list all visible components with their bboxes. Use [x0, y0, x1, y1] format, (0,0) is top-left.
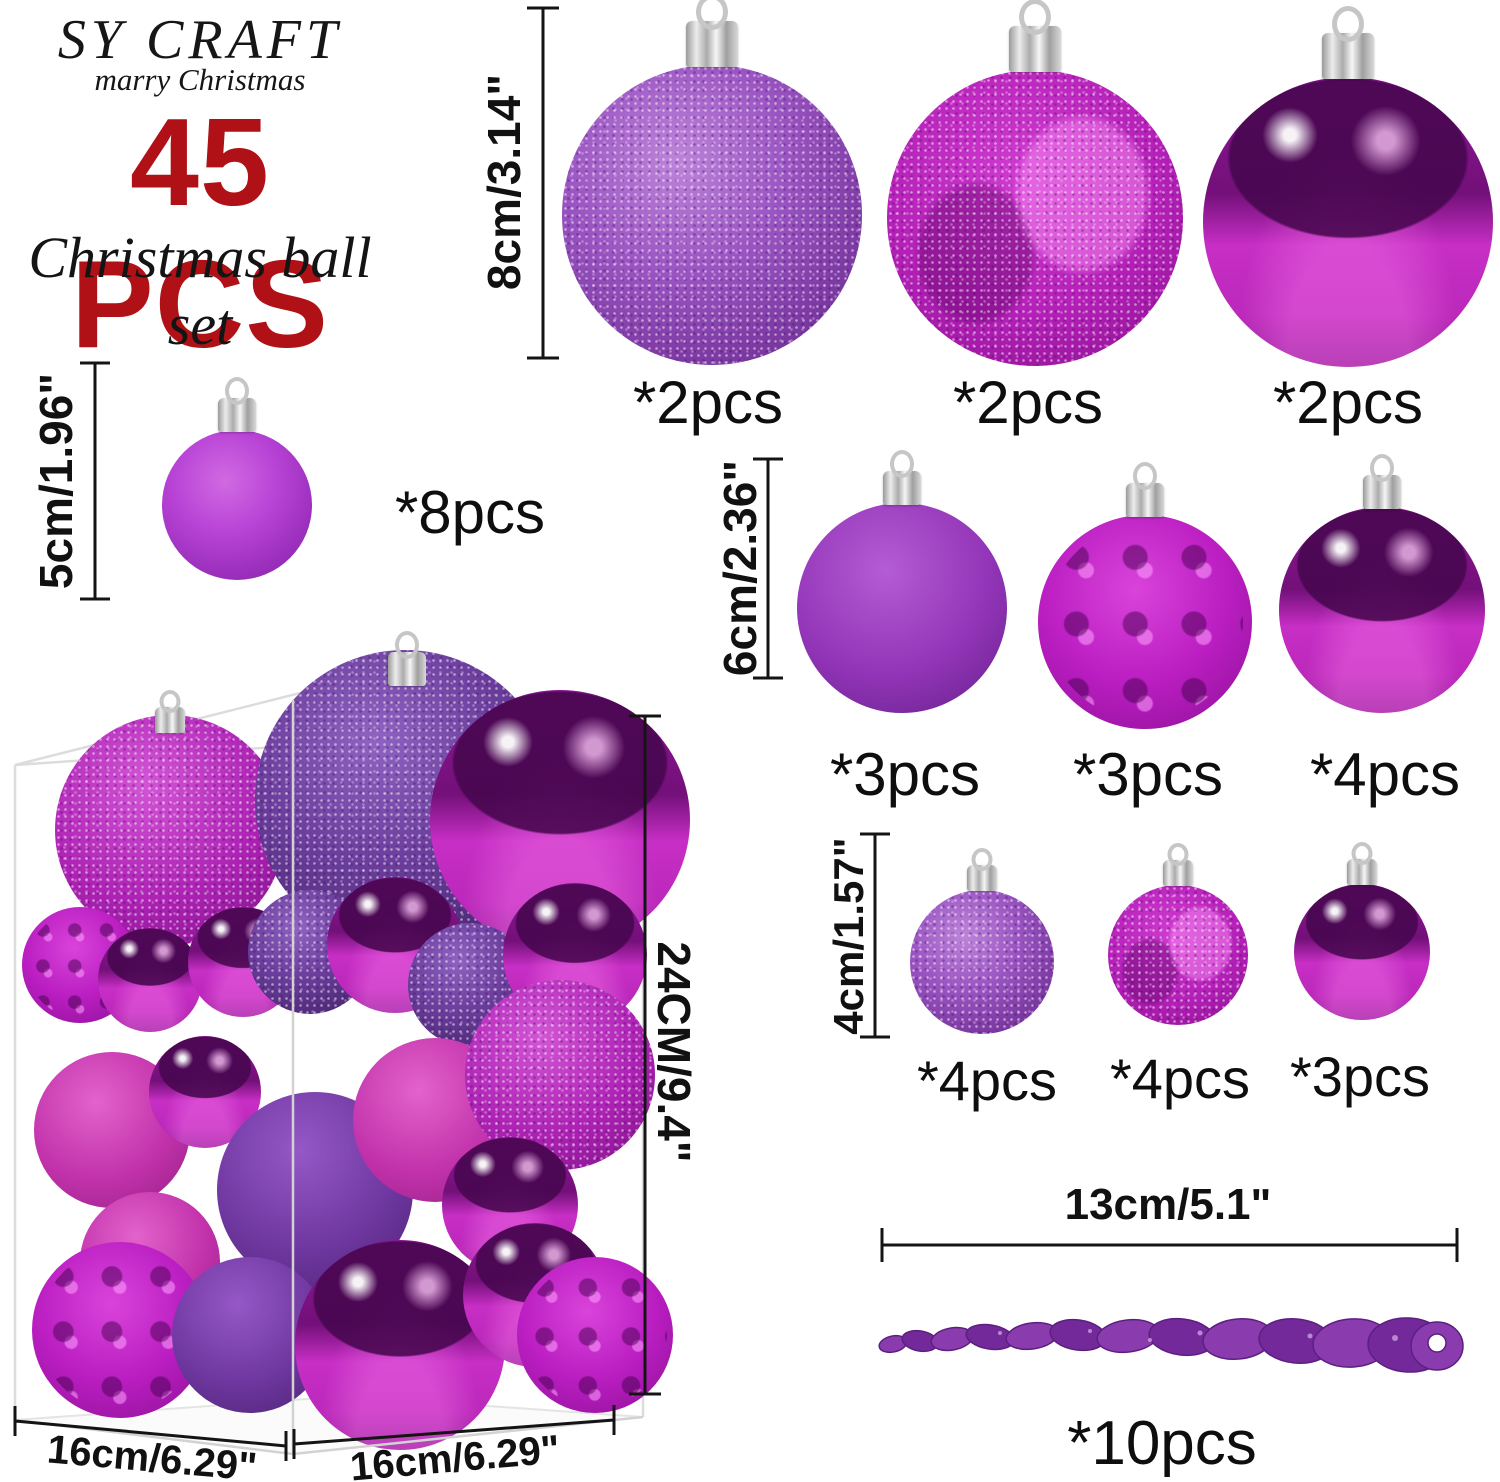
dimension-label-6cm: 6cm/2.36"	[714, 459, 766, 677]
box-ornament-ball	[517, 1257, 673, 1413]
qty-label: *3pcs	[1072, 741, 1224, 808]
ornament-cap	[967, 865, 997, 891]
ornament-cap	[883, 471, 921, 505]
ornament-cap	[1126, 483, 1164, 517]
ornament-cap	[686, 21, 738, 67]
ball-6cm-shiny	[1279, 475, 1485, 713]
ball-4cm-shiny	[1294, 859, 1430, 1020]
qty-label: *8pcs	[394, 479, 546, 546]
dimension-label-icicle-length: 13cm/5.1"	[1064, 1180, 1272, 1229]
qty-label: *4pcs	[1109, 1047, 1251, 1110]
ball-5cm-matte	[162, 398, 312, 580]
dimension-label-box-width-left: 16cm/6.29"	[45, 1427, 259, 1482]
box-ornament-ball	[98, 928, 202, 1032]
qty-label: *4pcs	[1309, 741, 1461, 808]
dimension-label-8cm: 8cm/3.14"	[478, 73, 530, 291]
dimension-label-4cm: 4cm/1.57"	[825, 837, 872, 1035]
ornament-cap	[1009, 26, 1061, 72]
qty-label: *2pcs	[952, 369, 1104, 436]
ball-4cm-glitter	[910, 865, 1054, 1034]
ornament-cap	[1363, 475, 1401, 509]
qty-label-icicle: *10pcs	[1067, 1409, 1257, 1478]
ornament-cap	[1322, 33, 1374, 79]
brand-tagline: marry Christmas	[94, 62, 306, 97]
qty-label: *4pcs	[916, 1049, 1058, 1112]
ornament-cap	[388, 652, 426, 686]
ball-8cm-embossed	[887, 26, 1183, 366]
ornament-cap	[1347, 859, 1377, 885]
ball-6cm-ornate	[1038, 483, 1252, 729]
qty-label: *3pcs	[829, 741, 981, 808]
qty-label: *3pcs	[1289, 1045, 1431, 1108]
dimension-label-5cm: 5cm/1.96"	[30, 372, 82, 590]
qty-label: *2pcs	[1272, 369, 1424, 436]
ornament-cap	[155, 707, 185, 733]
icicle-ornament	[878, 1317, 1464, 1373]
piece-count: 45 PCS	[71, 94, 329, 374]
set-subtitle: Christmas ball set	[28, 225, 372, 357]
brand-name: SY CRAFT	[57, 9, 343, 71]
ball-4cm-embossed	[1108, 860, 1248, 1025]
ball-6cm-matte	[797, 471, 1007, 713]
ball-8cm-shiny	[1203, 33, 1493, 367]
dimension-label-box-height: 24CM/9.4"	[648, 941, 700, 1163]
ornament-cap	[1163, 860, 1193, 886]
ornament-cap	[218, 398, 256, 432]
qty-label: *2pcs	[632, 369, 784, 436]
ball-8cm-glitter	[562, 21, 862, 365]
